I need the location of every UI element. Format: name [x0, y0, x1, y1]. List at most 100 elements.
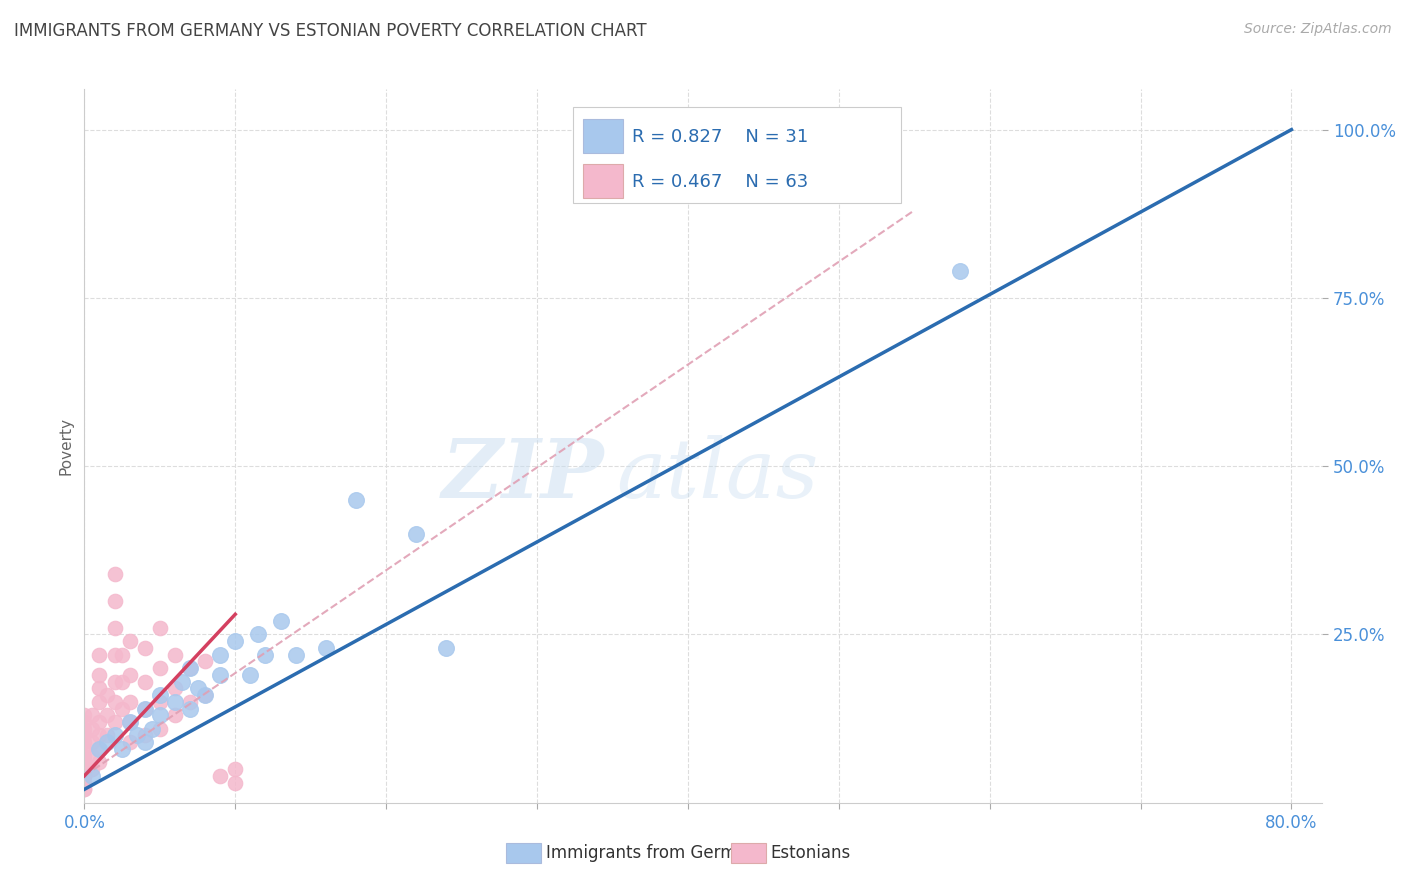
Point: [284, 648, 307, 662]
Point: [209, 668, 232, 682]
Point: [179, 661, 201, 675]
Point: [89, 681, 111, 696]
FancyBboxPatch shape: [574, 107, 901, 203]
Point: [96, 688, 118, 702]
Point: [134, 701, 156, 715]
Point: [80, 708, 103, 723]
Point: [73, 775, 96, 789]
Point: [111, 701, 134, 715]
Point: [89, 756, 111, 770]
Point: [194, 655, 217, 669]
Point: [80, 735, 103, 749]
Point: [103, 729, 125, 743]
Bar: [583, 164, 623, 198]
Point: [103, 695, 125, 709]
Point: [224, 775, 246, 789]
Point: [73, 742, 96, 756]
Point: [134, 640, 156, 655]
Point: [134, 735, 156, 749]
Point: [149, 708, 172, 723]
Text: R = 0.827    N = 31: R = 0.827 N = 31: [633, 128, 808, 146]
Point: [224, 762, 246, 776]
Bar: [583, 120, 623, 153]
Point: [89, 695, 111, 709]
Point: [194, 688, 217, 702]
Point: [405, 526, 427, 541]
Point: [80, 722, 103, 736]
Point: [179, 701, 201, 715]
Point: [96, 708, 118, 723]
Point: [118, 634, 141, 648]
Point: [96, 735, 118, 749]
Point: [73, 708, 96, 723]
Point: [149, 722, 172, 736]
Text: R = 0.467    N = 63: R = 0.467 N = 63: [633, 173, 808, 191]
Point: [134, 701, 156, 715]
Point: [436, 640, 458, 655]
Point: [118, 668, 141, 682]
Point: [179, 695, 201, 709]
Point: [118, 714, 141, 729]
Point: [149, 621, 172, 635]
Point: [103, 714, 125, 729]
Point: [103, 674, 125, 689]
Point: [209, 648, 232, 662]
Point: [209, 769, 232, 783]
Point: [149, 688, 172, 702]
Point: [73, 782, 96, 797]
Point: [89, 742, 111, 756]
Point: [89, 714, 111, 729]
Point: [149, 695, 172, 709]
Point: [134, 674, 156, 689]
Point: [172, 674, 194, 689]
Point: [103, 566, 125, 581]
Point: [73, 722, 96, 736]
Point: [239, 668, 262, 682]
Text: IMMIGRANTS FROM GERMANY VS ESTONIAN POVERTY CORRELATION CHART: IMMIGRANTS FROM GERMANY VS ESTONIAN POVE…: [14, 22, 647, 40]
Point: [344, 492, 367, 507]
Point: [73, 756, 96, 770]
Point: [103, 621, 125, 635]
Point: [73, 782, 96, 797]
Point: [163, 695, 186, 709]
Point: [118, 714, 141, 729]
Point: [270, 614, 292, 628]
Point: [73, 714, 96, 729]
Point: [96, 729, 118, 743]
Point: [73, 762, 96, 776]
Point: [89, 668, 111, 682]
Point: [118, 695, 141, 709]
Point: [80, 748, 103, 763]
Text: Source: ZipAtlas.com: Source: ZipAtlas.com: [1244, 22, 1392, 37]
Point: [89, 729, 111, 743]
Point: [134, 729, 156, 743]
Point: [73, 748, 96, 763]
Point: [194, 688, 217, 702]
Point: [73, 769, 96, 783]
Point: [163, 648, 186, 662]
Point: [224, 634, 246, 648]
Point: [179, 661, 201, 675]
Point: [948, 264, 970, 278]
Point: [163, 708, 186, 723]
Point: [186, 681, 208, 696]
Point: [118, 735, 141, 749]
Text: Estonians: Estonians: [770, 844, 851, 862]
Point: [80, 769, 103, 783]
Point: [73, 769, 96, 783]
Text: atlas: atlas: [616, 434, 818, 515]
Point: [103, 648, 125, 662]
Text: ZIP: ZIP: [441, 434, 605, 515]
Point: [315, 640, 337, 655]
Point: [111, 674, 134, 689]
Point: [149, 661, 172, 675]
Point: [73, 729, 96, 743]
Point: [80, 762, 103, 776]
Point: [103, 594, 125, 608]
Y-axis label: Poverty: Poverty: [58, 417, 73, 475]
Point: [163, 681, 186, 696]
Point: [111, 648, 134, 662]
Text: Immigrants from Germany: Immigrants from Germany: [546, 844, 766, 862]
Point: [73, 735, 96, 749]
Point: [141, 722, 163, 736]
